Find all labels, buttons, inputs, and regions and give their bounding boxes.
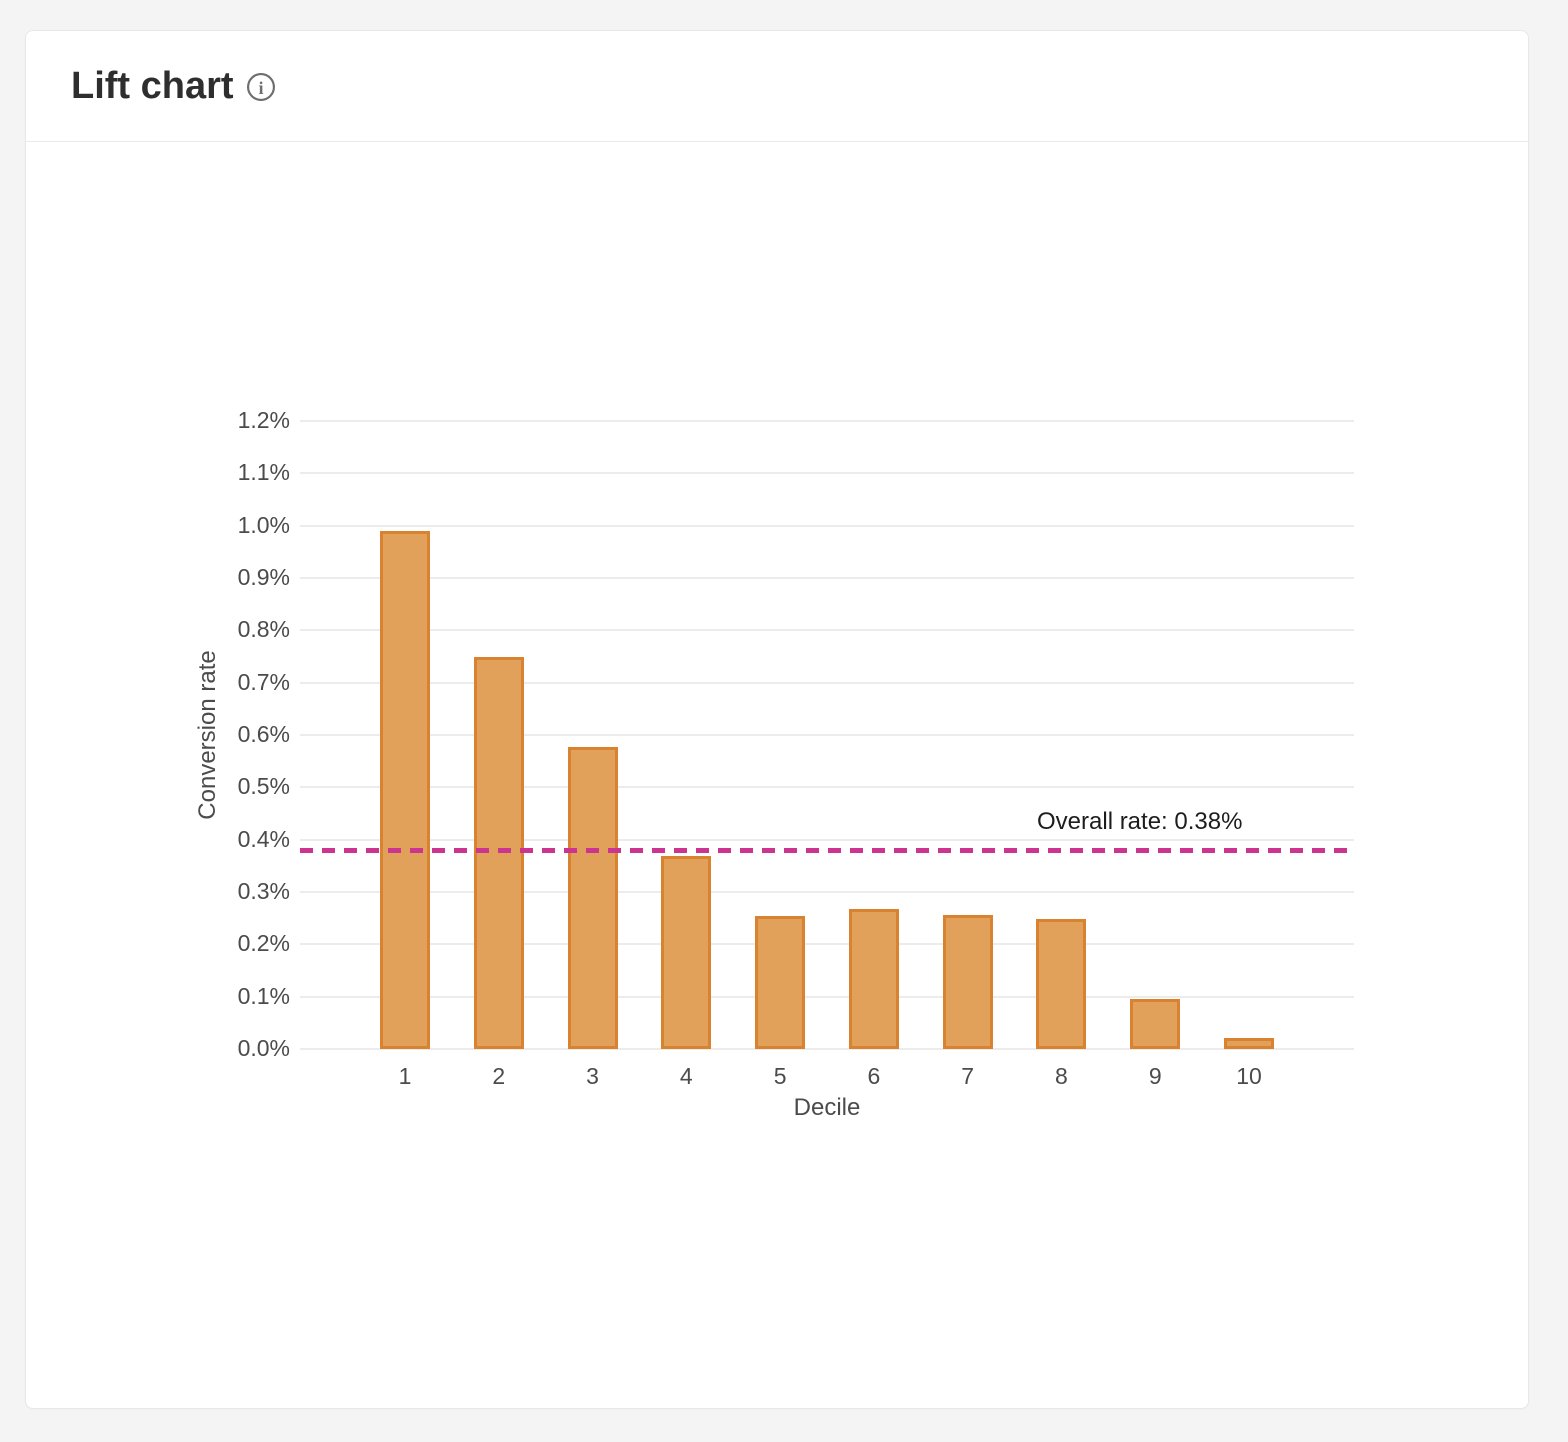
gridline — [300, 734, 1354, 736]
x-axis-tick-label: 8 — [1055, 1063, 1068, 1089]
x-axis-tick-label: 3 — [586, 1063, 599, 1089]
y-axis-tick-label: 0.0% — [237, 1034, 290, 1061]
y-axis-tick-label: 1.2% — [237, 406, 290, 433]
lift-chart-card: Lift chart i Conversion rate Decile Over… — [25, 30, 1529, 1409]
bar-decile-10[interactable] — [1224, 1038, 1274, 1049]
gridline — [300, 995, 1354, 998]
x-axis-title: Decile — [793, 1094, 861, 1121]
gridline — [300, 420, 1354, 422]
gridline — [300, 524, 1354, 527]
gridline — [300, 472, 1354, 475]
gridline — [300, 1048, 1354, 1050]
bar-decile-7[interactable] — [942, 915, 993, 1049]
gridline — [300, 786, 1354, 789]
y-axis-tick-label: 0.7% — [237, 668, 290, 695]
info-icon[interactable]: i — [246, 72, 276, 102]
bar-decile-8[interactable] — [1036, 919, 1087, 1049]
y-axis-tick-label: 0.2% — [237, 930, 290, 957]
card-header: Lift chart i — [26, 31, 1528, 142]
y-axis-tick-label: 0.6% — [237, 720, 290, 747]
y-axis-tick-label: 1.0% — [237, 511, 290, 538]
gridline — [300, 629, 1354, 632]
y-axis-tick-label: 0.9% — [237, 563, 290, 590]
y-axis-tick-label: 0.8% — [237, 616, 290, 643]
x-axis-tick-label: 5 — [773, 1063, 787, 1089]
reference-line — [300, 847, 1354, 853]
x-axis-tick-label: 7 — [961, 1063, 975, 1089]
gridline — [300, 943, 1354, 946]
y-axis-tick-label: 1.1% — [237, 459, 290, 486]
bar-decile-2[interactable] — [473, 656, 524, 1049]
x-axis-tick-label: 9 — [1148, 1063, 1162, 1089]
svg-text:i: i — [258, 78, 263, 98]
y-axis-tick-label: 0.5% — [237, 773, 290, 800]
page-title: Lift chart — [71, 64, 234, 107]
bar-decile-6[interactable] — [848, 908, 899, 1049]
y-axis-tick-label: 0.4% — [237, 825, 290, 852]
reference-line-label: Overall rate: 0.38% — [1037, 808, 1243, 836]
bar-decile-9[interactable] — [1130, 998, 1181, 1049]
bar-decile-3[interactable] — [567, 747, 618, 1049]
x-axis-tick-label: 2 — [492, 1063, 506, 1089]
bar-decile-1[interactable] — [380, 530, 430, 1049]
x-axis-tick-label: 6 — [867, 1063, 881, 1089]
bar-decile-5[interactable] — [755, 916, 806, 1049]
y-axis-tick-label: 0.3% — [237, 877, 290, 904]
y-axis-tick-label: 0.1% — [237, 982, 290, 1009]
lift-bar-chart: Conversion rate Decile Overall rate: 0.3… — [26, 31, 1528, 1408]
x-axis-tick-label: 4 — [679, 1063, 693, 1089]
x-axis-tick-label: 10 — [1236, 1063, 1262, 1089]
gridline — [300, 838, 1354, 841]
x-axis-tick-label: 1 — [398, 1063, 412, 1089]
bar-decile-4[interactable] — [661, 856, 712, 1049]
gridline — [300, 577, 1354, 579]
gridline — [300, 891, 1354, 893]
gridline — [300, 681, 1354, 684]
